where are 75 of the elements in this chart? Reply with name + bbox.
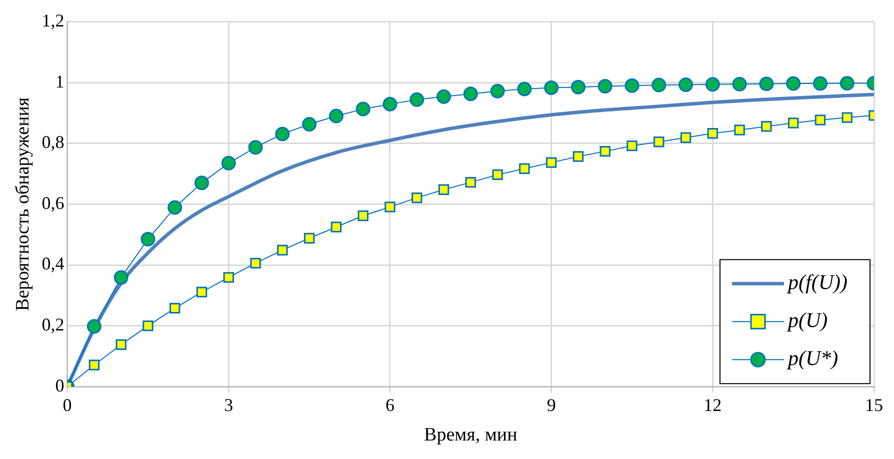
y-axis-title: Вероятность обнаружения: [12, 97, 34, 312]
y-tick-label: 1,2: [42, 10, 64, 31]
point: [382, 96, 398, 112]
x-tick-label: 9: [546, 395, 556, 416]
point: [680, 132, 692, 143]
point: [652, 78, 666, 92]
point: [492, 169, 503, 180]
point: [626, 140, 638, 152]
point: [570, 80, 586, 94]
point: [463, 86, 478, 102]
legend-label: p(U): [786, 308, 828, 332]
point: [86, 319, 102, 334]
point: [275, 126, 290, 142]
point: [572, 151, 584, 162]
x-tick-label: 12: [704, 395, 722, 416]
point: [544, 80, 559, 96]
point: [465, 176, 476, 188]
y-tick-label: 0,6: [42, 192, 64, 213]
point: [438, 184, 450, 195]
y-tick-label: 0,8: [42, 132, 64, 152]
point: [678, 77, 694, 92]
point: [546, 157, 557, 168]
point: [196, 286, 208, 298]
point: [302, 117, 317, 132]
point: [304, 232, 315, 244]
point: [142, 320, 154, 332]
point: [410, 92, 424, 107]
point: [734, 124, 745, 136]
point: [759, 76, 774, 92]
point: [812, 76, 828, 91]
point: [732, 76, 747, 92]
point: [842, 112, 852, 123]
point: [598, 79, 612, 94]
point: [624, 78, 640, 93]
point: [194, 176, 209, 190]
point: [88, 360, 100, 370]
point: [114, 270, 128, 285]
point: [250, 258, 261, 269]
point: [436, 89, 452, 104]
x-tick-label: 3: [224, 395, 234, 416]
point: [490, 84, 505, 98]
point: [707, 128, 718, 139]
point: [140, 232, 156, 246]
point: [412, 192, 422, 204]
point: [519, 163, 530, 174]
x-axis-title: Время, мин: [424, 424, 518, 446]
point: [170, 302, 180, 314]
point: [330, 222, 342, 232]
y-tick-label: 0,2: [42, 314, 64, 335]
point: [358, 210, 368, 222]
point: [328, 108, 344, 124]
point: [517, 82, 532, 96]
point: [223, 272, 234, 283]
y-tick-label: 0,4: [42, 254, 64, 274]
point: [116, 339, 126, 350]
point: [248, 140, 263, 155]
point: [705, 77, 720, 92]
point: [814, 114, 826, 126]
point: [384, 202, 396, 212]
point: [840, 76, 854, 90]
legend-label: p(U*): [786, 346, 838, 370]
point: [786, 76, 801, 91]
point: [761, 121, 772, 132]
point: [356, 102, 370, 116]
x-tick-label: 6: [385, 395, 394, 416]
y-tick-label: 0: [55, 375, 64, 396]
x-tick-label: 15: [865, 395, 883, 416]
point: [788, 118, 799, 128]
point: [654, 136, 664, 148]
point: [277, 244, 288, 256]
legend-label: p(f(U)): [786, 270, 848, 294]
point: [221, 156, 236, 170]
point: [168, 200, 182, 215]
point: [600, 146, 610, 157]
y-tick-label: 1: [55, 71, 64, 92]
